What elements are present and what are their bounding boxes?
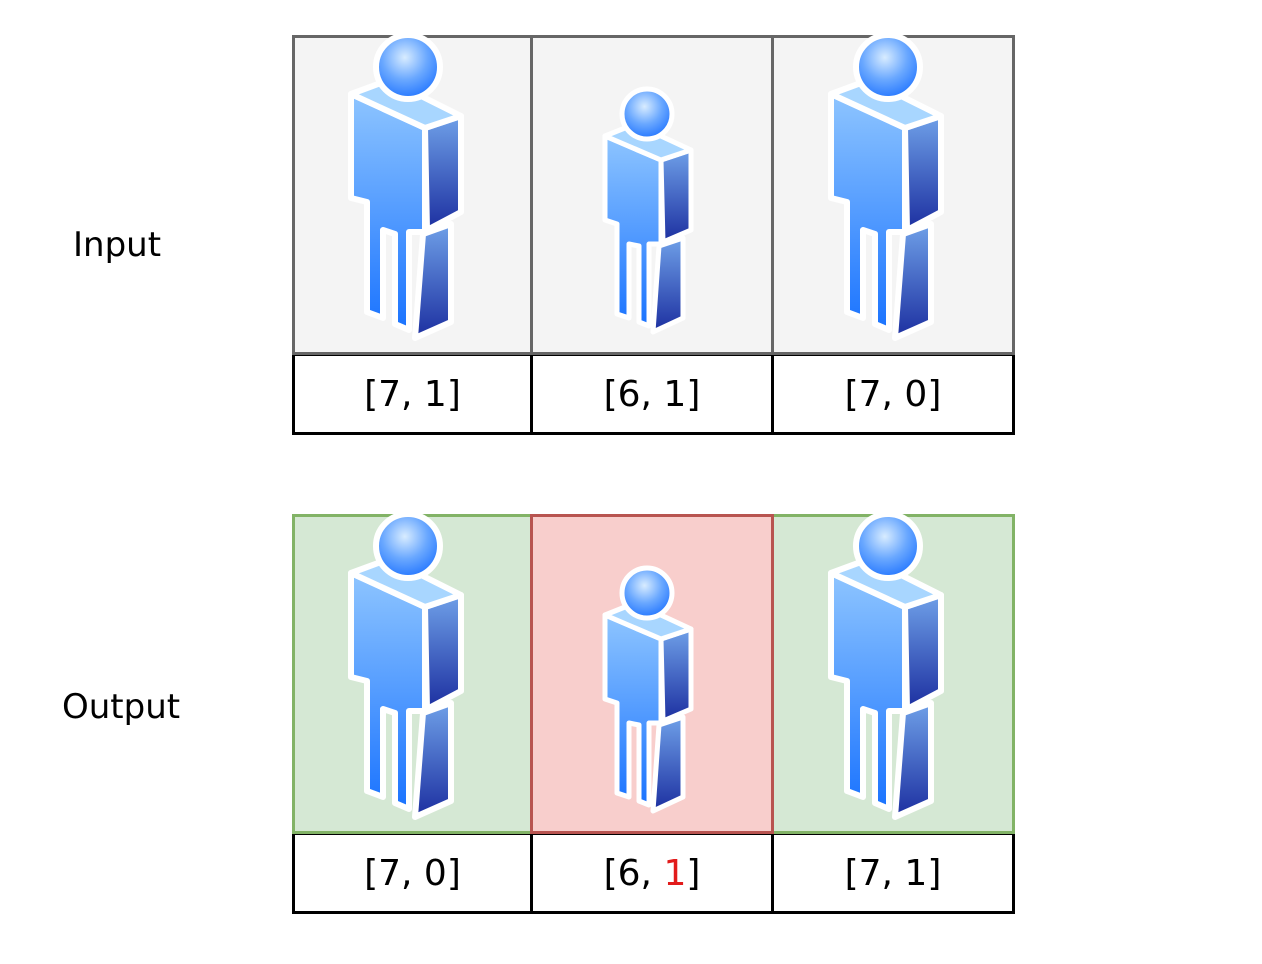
- output-pair-2-prefix: [6,: [603, 852, 664, 894]
- person-icon: [823, 32, 963, 348]
- output-cell-2: [530, 514, 774, 834]
- output-pair-2-highlight: 1: [663, 852, 687, 894]
- output-cell-3: [771, 514, 1015, 834]
- input-cell-1: [292, 35, 533, 355]
- person-icon: [823, 511, 963, 827]
- input-panel: [7, 1] [6, 1] [7, 0]: [292, 35, 1015, 435]
- output-pair-2: [6, 1]: [530, 832, 774, 914]
- output-pair-3: [7, 1]: [771, 832, 1015, 914]
- person-icon: [343, 32, 483, 348]
- output-label: Output: [62, 687, 181, 727]
- output-pair-2-suffix: ]: [686, 852, 701, 894]
- input-pair-1: [7, 1]: [292, 353, 533, 435]
- output-pair-1: [7, 0]: [292, 832, 533, 914]
- person-icon: [597, 86, 707, 348]
- input-pair-3: [7, 0]: [771, 353, 1015, 435]
- input-cell-2: [530, 35, 774, 355]
- output-panel: [7, 0] [6, 1] [7, 1]: [292, 514, 1015, 914]
- input-pair-2: [6, 1]: [530, 353, 774, 435]
- person-icon: [343, 511, 483, 827]
- person-icon: [597, 565, 707, 827]
- input-cell-3: [771, 35, 1015, 355]
- output-cell-1: [292, 514, 533, 834]
- input-label: Input: [73, 225, 162, 265]
